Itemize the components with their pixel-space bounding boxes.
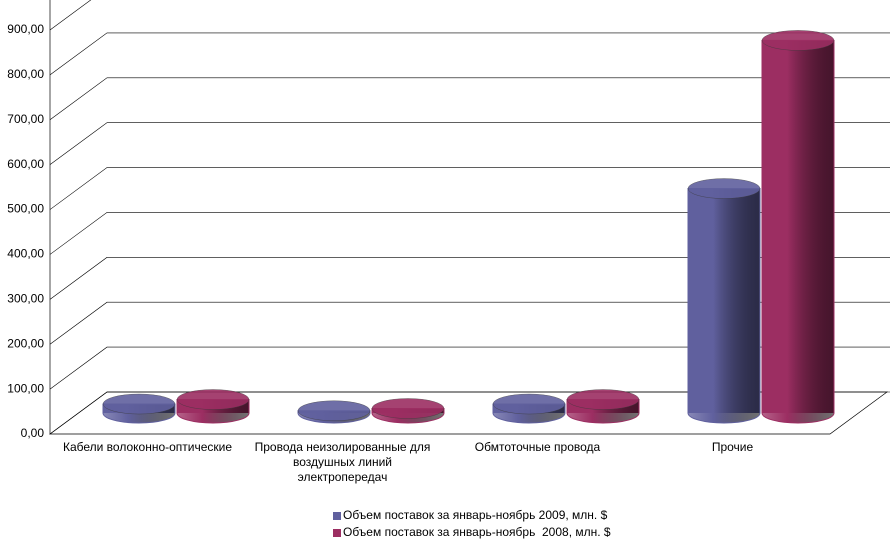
bar-top (297, 400, 371, 421)
bar-top (687, 178, 761, 199)
legend-label: Объем поставок за январь-ноябрь 2008, мл… (343, 525, 611, 539)
grid-line (49, 0, 92, 31)
x-tick-label: Прочие (711, 440, 754, 454)
bar-top (371, 398, 445, 419)
y-tick-label: 400,00 (7, 247, 44, 261)
bar (102, 393, 176, 424)
bar (176, 389, 250, 424)
bar (566, 389, 640, 424)
grid-line (49, 122, 890, 165)
x-tick-label: Обмтоточные провода (474, 440, 601, 454)
bar (492, 393, 566, 424)
y-tick-label: 200,00 (7, 336, 44, 350)
legend-swatch (333, 512, 341, 520)
grid-line (49, 301, 890, 345)
y-tick-label: 700,00 (7, 112, 44, 126)
grid-line (49, 212, 890, 255)
grid-line (49, 391, 890, 435)
y-tick-label: 900,00 (7, 22, 44, 36)
floor (48, 391, 889, 435)
grid-line (49, 346, 890, 390)
grid-line (49, 32, 890, 76)
y-tick-label: 300,00 (7, 292, 44, 306)
bar-top (761, 30, 835, 51)
grid-line (49, 77, 890, 121)
y-tick-label: 100,00 (7, 381, 44, 395)
x-tick-label: Провода неизолированные для воздушных ли… (254, 440, 431, 484)
bar-body (687, 188, 761, 424)
x-tick-label: Кабели волоконно-оптические (62, 440, 233, 454)
legend-label: Объем поставок за январь-ноябрь 2009, мл… (343, 508, 608, 522)
y-tick-label: 0,00 (21, 426, 45, 440)
legend-swatch (333, 529, 341, 537)
bar-top (176, 389, 250, 410)
bar-top (102, 393, 176, 415)
bar (297, 400, 371, 424)
y-tick-label: 500,00 (7, 202, 44, 216)
bar (687, 178, 761, 424)
grid-line (49, 257, 890, 300)
bar-top (492, 393, 566, 415)
bar (761, 30, 835, 424)
y-tick-label: 600,00 (7, 157, 44, 171)
bar-body (761, 39, 835, 424)
bar-top (566, 389, 640, 410)
bar (371, 398, 445, 424)
y-tick-label: 800,00 (7, 67, 44, 81)
grid-line (49, 167, 890, 210)
